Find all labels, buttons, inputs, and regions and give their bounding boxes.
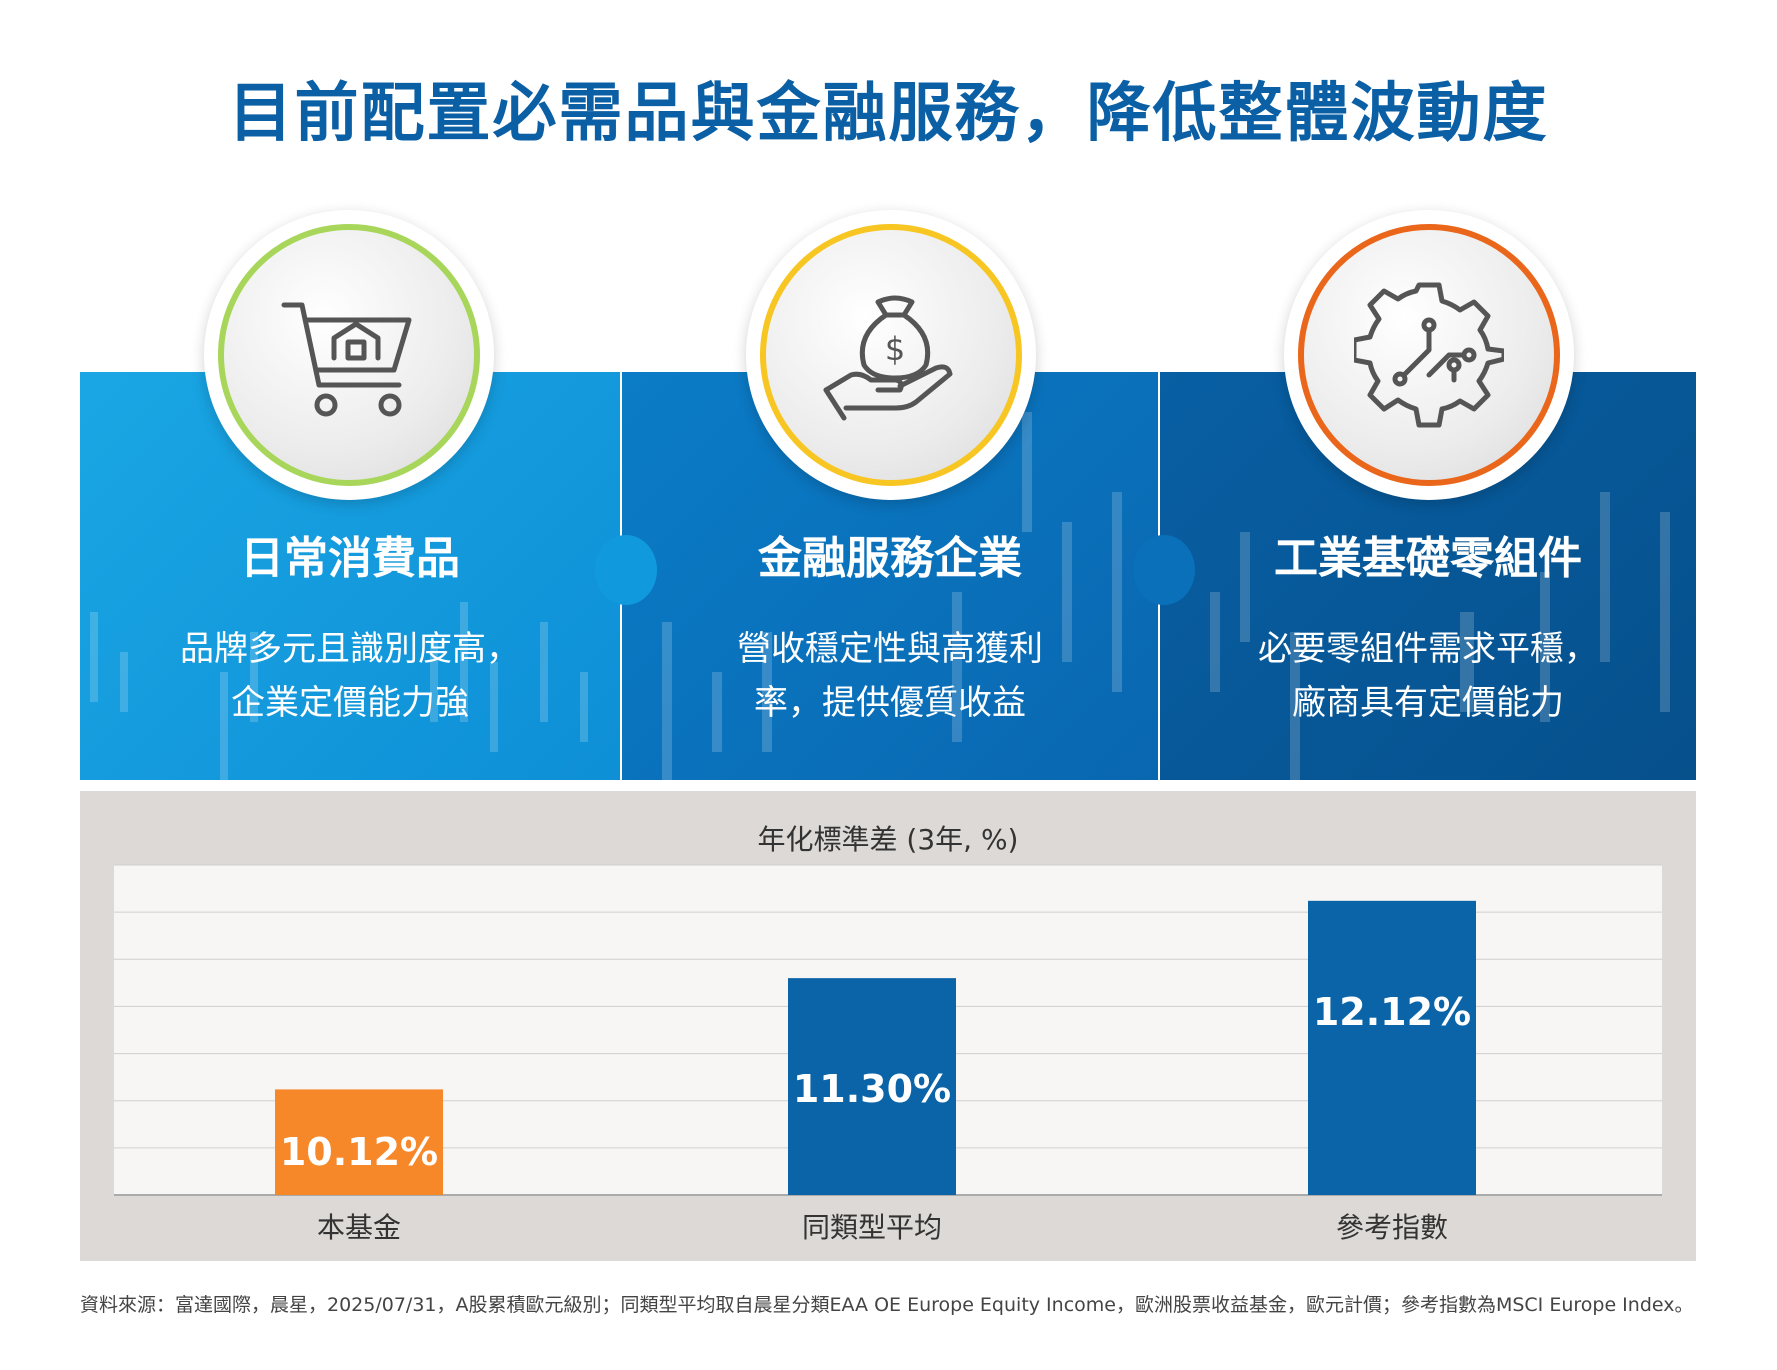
icon-ring [1298, 224, 1560, 486]
panel-description: 營收穩定性與高獲利 率，提供優質收益 [662, 622, 1118, 730]
category-label: 本基金 [317, 1211, 401, 1244]
panel-description: 必要零組件需求平穩， 廠商具有定價能力 [1200, 622, 1656, 730]
panel-desc-line: 品牌多元且識別度高， [180, 629, 520, 669]
panel-desc-line: 率，提供優質收益 [754, 683, 1026, 723]
chart-area: 年化標準差 (3年, %) 10.12% 本基金 11.30% 同類型平均 12.12%… [80, 791, 1696, 1261]
panel-desc-line: 企業定價能力強 [231, 683, 469, 723]
bar-value-label: 10.12% [280, 1130, 438, 1174]
panel-desc-line: 營收穩定性與高獲利 [737, 629, 1043, 669]
bar-2 [1308, 900, 1476, 1195]
gear-circuit-icon [1354, 282, 1504, 428]
panel-desc-line: 必要零組件需求平穩， [1258, 629, 1598, 669]
panel-title: 日常消費品 [240, 533, 460, 584]
shopping-cart-icon [281, 302, 412, 417]
icon-badge-industrial [1284, 210, 1574, 500]
puzzle-knob [595, 535, 657, 605]
page-title: 目前配置必需品與金融服務，降低整體波動度 [228, 77, 1549, 151]
panel-title: 金融服務企業 [758, 533, 1022, 584]
puzzle-knob [1133, 535, 1195, 605]
svg-text:$: $ [885, 330, 905, 368]
panel-desc-line: 廠商具有定價能力 [1292, 683, 1564, 723]
bar-0 [275, 1089, 443, 1195]
icon-ring [218, 224, 480, 486]
money-bag-hand-icon: $ [823, 295, 953, 421]
bar-1 [788, 978, 956, 1195]
icon-badge-financial: $ [746, 210, 1036, 500]
icon-ring: $ [760, 224, 1022, 486]
bar-value-label: 11.30% [793, 1067, 951, 1111]
icon-badge-consumer [204, 210, 494, 500]
bar-chart: 10.12% 本基金 11.30% 同類型平均 12.12% 參考指數 [114, 864, 1662, 1244]
source-footnote: 資料來源：富達國際，晨星，2025/07/31，A股累積歐元級別；同類型平均取自… [80, 1294, 1694, 1316]
panel-description: 品牌多元且識別度高， 企業定價能力強 [120, 622, 580, 730]
category-label: 參考指數 [1336, 1211, 1448, 1244]
bar-value-label: 12.12% [1313, 990, 1471, 1034]
chart-title: 年化標準差 (3年, %) [757, 823, 1019, 856]
panel-title: 工業基礎零組件 [1274, 533, 1582, 584]
candlestick-background [662, 412, 1122, 780]
candlestick-background [90, 602, 588, 780]
category-label: 同類型平均 [802, 1211, 942, 1244]
candlestick-background [1210, 492, 1670, 780]
